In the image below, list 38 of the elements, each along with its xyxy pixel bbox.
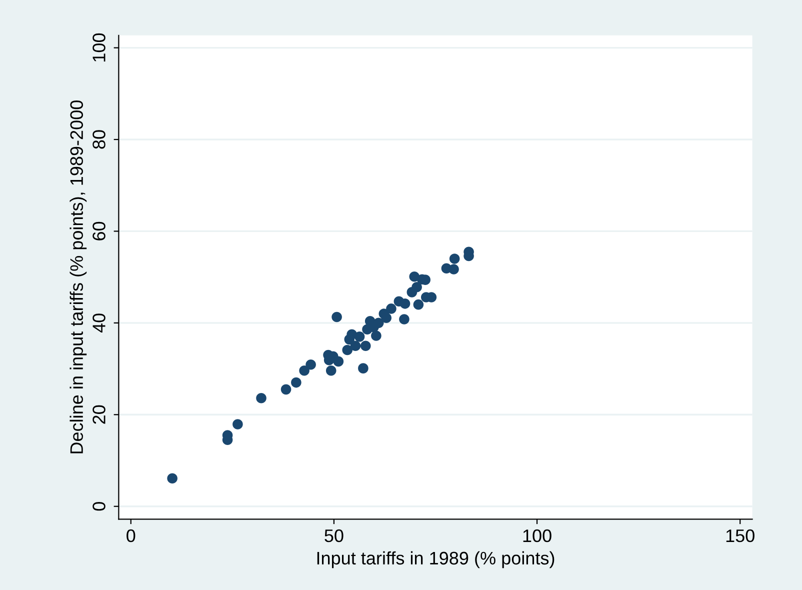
point (280, 384, 292, 395)
point (371, 330, 382, 341)
point (399, 314, 410, 324)
x-tick-label: 50 (324, 529, 344, 542)
point (412, 282, 422, 292)
y-tick-label: 20 (92, 405, 106, 424)
point (167, 473, 178, 484)
point (291, 377, 302, 388)
point (256, 392, 266, 404)
point (344, 334, 355, 345)
y-tick-label: 100 (92, 33, 106, 62)
point (232, 419, 243, 430)
point (360, 340, 371, 352)
point (350, 340, 361, 352)
point (342, 344, 353, 356)
point (306, 360, 316, 370)
point (358, 363, 368, 374)
point (413, 299, 424, 310)
y-tick-label: 60 (92, 222, 106, 240)
point (326, 365, 336, 376)
point (449, 254, 460, 264)
x-tick-label: 0 (126, 529, 136, 542)
point (332, 312, 342, 322)
x-tick-label: 150 (726, 529, 754, 542)
x-axis-title: Input tariffs in 1989 (% points) (317, 551, 554, 568)
y-tick-label: 0 (92, 502, 106, 511)
point (299, 365, 310, 376)
point (333, 356, 344, 367)
point (373, 318, 384, 328)
x-tick-label: 100 (523, 529, 552, 542)
point (386, 304, 396, 314)
point (448, 264, 459, 274)
y-tick-label: 40 (92, 314, 106, 333)
point (381, 312, 392, 324)
point (354, 332, 365, 342)
y-axis-title: Decline in input tariffs (% points), 1989-2000 (70, 100, 87, 454)
y-tick-label: 80 (92, 130, 106, 149)
point (400, 298, 410, 309)
